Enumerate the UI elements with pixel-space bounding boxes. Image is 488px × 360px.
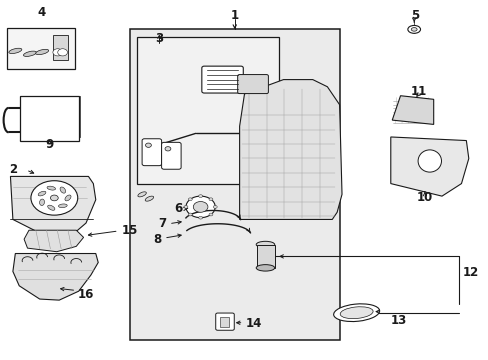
Circle shape [31, 181, 78, 215]
FancyBboxPatch shape [237, 75, 268, 94]
Bar [220, 317, 229, 327]
Ellipse shape [23, 51, 37, 57]
Ellipse shape [417, 150, 441, 172]
Text: 2: 2 [9, 163, 17, 176]
Text: 13: 13 [390, 314, 406, 327]
Text: 11: 11 [410, 85, 427, 98]
Bar [20, 96, 79, 140]
Text: 4: 4 [37, 6, 45, 19]
Circle shape [185, 196, 215, 218]
Circle shape [198, 195, 202, 198]
Circle shape [208, 198, 212, 201]
Ellipse shape [138, 192, 146, 197]
Circle shape [164, 147, 170, 151]
Polygon shape [10, 176, 96, 239]
Circle shape [213, 206, 217, 208]
Ellipse shape [9, 48, 22, 54]
FancyBboxPatch shape [202, 66, 243, 93]
Text: 7: 7 [158, 217, 166, 230]
Text: 3: 3 [155, 32, 163, 45]
Polygon shape [239, 80, 341, 220]
Ellipse shape [60, 187, 65, 193]
Polygon shape [13, 253, 98, 300]
Text: 12: 12 [462, 266, 478, 279]
Text: 8: 8 [153, 233, 161, 246]
Circle shape [193, 202, 207, 212]
Circle shape [188, 213, 192, 216]
Ellipse shape [145, 196, 153, 201]
Ellipse shape [65, 195, 71, 201]
Ellipse shape [38, 191, 46, 196]
FancyBboxPatch shape [161, 142, 181, 169]
Circle shape [183, 206, 187, 208]
Ellipse shape [410, 28, 416, 31]
Bar [130, 30, 339, 339]
Circle shape [53, 49, 62, 56]
FancyBboxPatch shape [215, 313, 234, 330]
Ellipse shape [256, 241, 274, 248]
Ellipse shape [36, 49, 48, 55]
Ellipse shape [59, 204, 67, 208]
Polygon shape [391, 96, 433, 125]
Bar [26, 96, 80, 137]
Ellipse shape [40, 199, 44, 206]
Text: 10: 10 [416, 192, 432, 204]
Circle shape [208, 213, 212, 216]
Ellipse shape [340, 307, 372, 319]
Circle shape [50, 195, 58, 201]
Ellipse shape [407, 26, 420, 33]
Bar [7, 28, 75, 69]
Text: 14: 14 [245, 317, 261, 330]
Ellipse shape [256, 265, 274, 271]
Ellipse shape [47, 186, 56, 190]
Text: 9: 9 [45, 138, 54, 151]
Text: 16: 16 [78, 288, 94, 301]
FancyBboxPatch shape [142, 139, 161, 166]
Bar [137, 37, 278, 184]
Polygon shape [24, 230, 83, 252]
Text: 1: 1 [230, 9, 238, 22]
Text: 15: 15 [122, 224, 138, 237]
Text: 6: 6 [174, 202, 182, 215]
Circle shape [188, 198, 192, 201]
Bar [256, 244, 275, 268]
Polygon shape [390, 137, 468, 196]
Ellipse shape [47, 205, 55, 210]
Circle shape [198, 216, 202, 219]
Ellipse shape [333, 304, 379, 321]
Text: 5: 5 [410, 9, 418, 22]
Circle shape [145, 143, 151, 147]
Circle shape [58, 49, 67, 56]
Bar [53, 36, 68, 60]
